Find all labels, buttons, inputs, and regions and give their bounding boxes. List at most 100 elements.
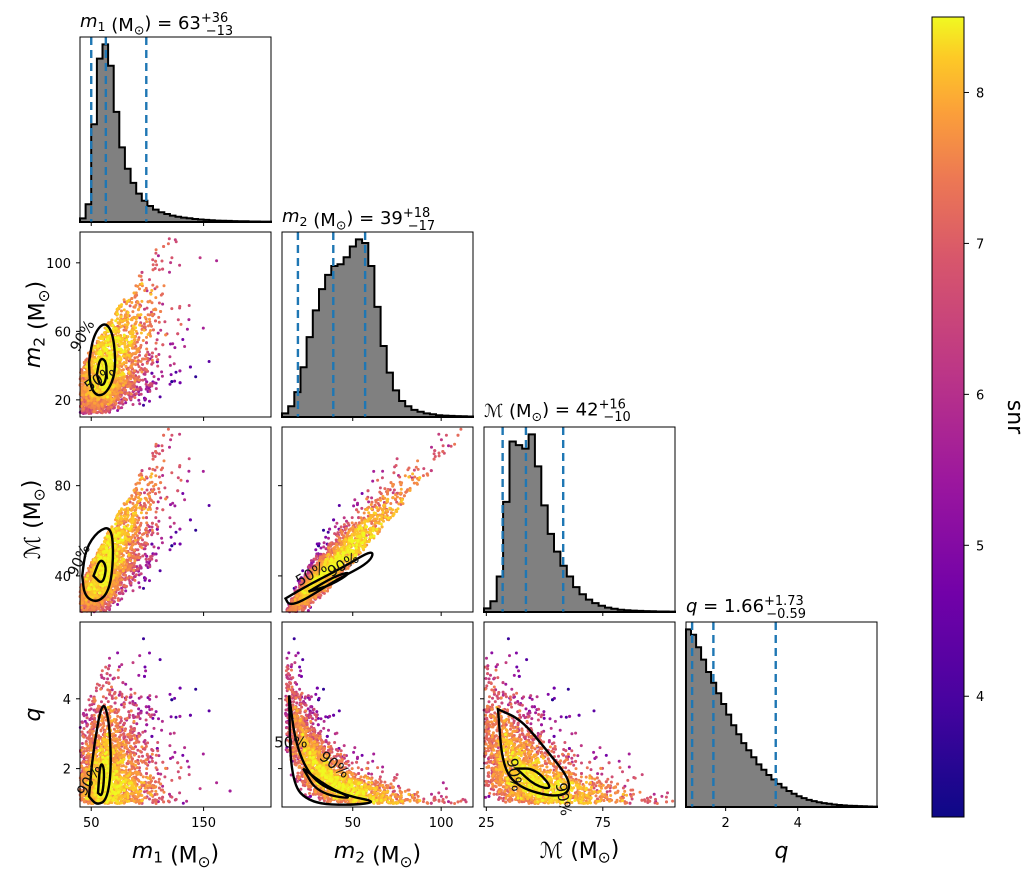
scatter-point bbox=[108, 548, 112, 552]
scatter-point bbox=[122, 372, 126, 376]
scatter-point bbox=[149, 555, 153, 559]
scatter-point bbox=[144, 357, 148, 361]
scatter-point bbox=[168, 516, 172, 520]
scatter-point bbox=[149, 292, 153, 296]
scatter-point bbox=[150, 525, 154, 529]
scatter-point bbox=[131, 517, 135, 521]
scatter-point bbox=[143, 491, 146, 495]
scatter-point bbox=[130, 301, 134, 304]
scatter-point bbox=[97, 566, 101, 570]
scatter-point bbox=[447, 444, 450, 448]
scatter-point bbox=[128, 304, 132, 308]
scatter-point bbox=[171, 342, 175, 346]
scatter-point bbox=[161, 449, 165, 453]
scatter-point bbox=[150, 528, 154, 532]
scatter-point bbox=[151, 283, 155, 287]
scatter-point bbox=[150, 521, 154, 525]
scatter-point bbox=[137, 473, 141, 477]
scatter-point bbox=[136, 548, 140, 552]
scatter-point bbox=[80, 398, 84, 402]
scatter-point bbox=[120, 406, 124, 410]
scatter-point bbox=[134, 303, 138, 307]
scatter-point bbox=[141, 363, 144, 366]
scatter-point bbox=[163, 320, 167, 324]
scatter-point bbox=[157, 320, 161, 324]
scatter-point bbox=[114, 522, 118, 526]
scatter-point bbox=[104, 343, 108, 347]
scatter-point bbox=[174, 530, 178, 534]
scatter-point bbox=[157, 377, 160, 381]
scatter-point bbox=[136, 491, 140, 495]
scatter-point bbox=[144, 475, 148, 479]
scatter-point bbox=[131, 334, 135, 338]
scatter-point bbox=[86, 399, 90, 403]
scatter-point bbox=[155, 285, 159, 289]
scatter-point bbox=[141, 378, 145, 382]
scatter-point bbox=[356, 501, 359, 505]
scatter-point bbox=[166, 427, 170, 431]
scatter-point bbox=[121, 350, 125, 354]
scatter-point bbox=[207, 360, 211, 363]
scatter-point bbox=[157, 546, 160, 550]
scatter-point bbox=[122, 508, 126, 512]
scatter-point bbox=[132, 488, 136, 492]
scatter-point bbox=[120, 309, 123, 313]
scatter-point bbox=[194, 528, 198, 532]
scatter-point bbox=[154, 387, 158, 391]
scatter-point bbox=[151, 451, 155, 455]
scatter-point bbox=[176, 476, 180, 480]
scatter-point bbox=[130, 297, 134, 300]
scatter-point bbox=[114, 533, 118, 537]
scatter-point bbox=[169, 342, 172, 346]
scatter-point bbox=[135, 503, 139, 507]
scatter-point bbox=[143, 372, 147, 376]
scatter-point bbox=[129, 377, 133, 381]
scatter-point bbox=[122, 298, 126, 302]
scatter-point bbox=[138, 287, 141, 291]
scatter-point bbox=[131, 502, 135, 505]
scatter-point bbox=[107, 356, 111, 360]
scatter-point bbox=[111, 527, 115, 531]
scatter-point bbox=[201, 469, 205, 473]
scatter-point bbox=[127, 527, 131, 531]
scatter-point bbox=[168, 382, 172, 386]
scatter-point bbox=[144, 368, 148, 372]
scatter-point bbox=[151, 328, 155, 332]
scatter-point bbox=[159, 468, 163, 472]
scatter-point bbox=[132, 341, 136, 345]
scatter-point bbox=[154, 308, 158, 312]
scatter-point bbox=[92, 587, 96, 591]
scatter-point bbox=[178, 369, 182, 373]
scatter-point bbox=[187, 457, 191, 461]
scatter-point bbox=[145, 488, 149, 492]
scatter-point bbox=[147, 482, 150, 486]
scatter-point bbox=[139, 511, 143, 515]
scatter-point bbox=[144, 397, 148, 401]
scatter-point bbox=[87, 586, 91, 590]
scatter-point bbox=[81, 407, 85, 411]
scatter-point bbox=[157, 487, 161, 491]
scatter-point bbox=[154, 523, 158, 527]
scatter-point bbox=[96, 403, 100, 407]
scatter-point bbox=[117, 347, 121, 351]
scatter-point bbox=[105, 548, 109, 552]
scatter-point bbox=[152, 375, 156, 379]
scatter-point bbox=[135, 387, 139, 391]
scatter-point bbox=[134, 495, 138, 499]
scatter-point bbox=[172, 362, 176, 366]
scatter-point bbox=[147, 300, 150, 304]
scatter-point bbox=[136, 481, 140, 485]
scatter-point bbox=[119, 566, 123, 570]
scatter-point bbox=[97, 397, 100, 401]
scatter-point bbox=[140, 299, 144, 303]
scatter-point bbox=[144, 557, 148, 561]
scatter-point bbox=[112, 600, 116, 604]
scatter-point bbox=[115, 551, 119, 555]
scatter-point bbox=[322, 541, 326, 545]
scatter-point bbox=[86, 574, 90, 578]
scatter-point bbox=[120, 521, 123, 525]
scatter-point bbox=[322, 528, 325, 532]
scatter-point bbox=[92, 346, 96, 350]
scatter-point bbox=[110, 600, 113, 604]
scatter-point bbox=[132, 564, 136, 568]
